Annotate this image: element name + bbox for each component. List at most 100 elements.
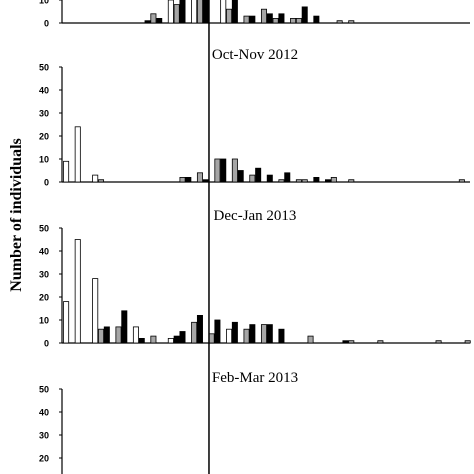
- bar-black: [237, 170, 244, 183]
- bar-gray: [98, 328, 105, 344]
- bar-gray: [272, 17, 279, 24]
- bar-black: [249, 15, 256, 24]
- bar-black: [231, 0, 238, 24]
- bar-black: [220, 158, 227, 183]
- bar-black: [196, 314, 203, 344]
- bar-white: [74, 126, 81, 183]
- bar-gray: [295, 17, 302, 24]
- y-tick-label: 20: [39, 454, 49, 464]
- bar-black: [324, 179, 331, 183]
- bar-black: [342, 340, 349, 344]
- bar-white: [74, 239, 81, 344]
- bar-white: [220, 0, 227, 24]
- bar-black: [231, 321, 238, 344]
- bar-gray: [301, 179, 308, 183]
- y-axis-title: Number of individuals: [8, 138, 25, 292]
- bar-white: [167, 337, 174, 344]
- panel-4: 50 40 30 20 Feb-Mar 2013: [39, 370, 298, 474]
- bar-gray: [226, 8, 233, 24]
- bar-black: [255, 167, 262, 183]
- bar-gray: [196, 0, 203, 24]
- bar-gray: [458, 179, 465, 183]
- bar-black: [313, 15, 320, 24]
- bar-black: [138, 337, 145, 344]
- bar-white: [191, 0, 198, 24]
- bar-gray: [243, 328, 250, 344]
- bar-gray: [464, 340, 471, 344]
- y-tick-label: 20: [39, 293, 49, 303]
- bar-gray: [330, 176, 337, 183]
- panels-layer: 0 10 0 10 20 30 40 50 Oct-Nov 2012 0 10 20 30 40 50 Dec…: [39, 0, 471, 474]
- bar-black: [278, 328, 285, 344]
- y-tick-label: 40: [39, 408, 49, 418]
- bar-gray: [249, 174, 256, 183]
- y-tick-label: 50: [39, 224, 49, 234]
- bar-gray: [150, 335, 157, 344]
- bar-gray: [348, 340, 355, 344]
- bar-white: [92, 278, 99, 344]
- bar-black: [202, 179, 209, 183]
- bar-black: [249, 324, 256, 344]
- bar-black: [266, 13, 273, 24]
- bar-gray: [348, 20, 355, 24]
- bar-gray: [260, 8, 267, 24]
- bar-gray: [278, 179, 285, 183]
- bar-white: [132, 326, 139, 344]
- y-tick-label: 10: [39, 155, 49, 165]
- y-tick-label: 40: [39, 247, 49, 257]
- bar-gray: [377, 340, 384, 344]
- panel-3: 0 10 20 30 40 50 Dec-Jan 2013: [39, 208, 471, 349]
- bar-black: [173, 335, 180, 344]
- bar-gray: [196, 172, 203, 183]
- panel-title: Dec-Jan 2013: [214, 208, 297, 224]
- bar-white: [63, 301, 70, 344]
- bar-black: [214, 319, 221, 344]
- y-tick-label: 50: [39, 385, 49, 395]
- bar-gray: [243, 15, 250, 24]
- panel-1: 0 10: [39, 0, 470, 29]
- bar-white: [167, 0, 174, 24]
- bar-black: [179, 331, 186, 344]
- bar-gray: [150, 13, 157, 24]
- bar-white: [63, 160, 70, 183]
- bar-black: [179, 0, 186, 24]
- bar-gray: [179, 176, 186, 183]
- bar-white: [226, 328, 233, 344]
- y-tick-label: 0: [44, 339, 49, 349]
- y-tick-label: 10: [39, 0, 49, 6]
- bar-gray: [336, 20, 343, 24]
- bar-gray: [348, 179, 355, 183]
- bar-black: [103, 326, 110, 344]
- y-tick-label: 0: [44, 178, 49, 188]
- bar-black: [144, 20, 151, 24]
- y-tick-label: 0: [44, 19, 49, 29]
- y-tick-label: 30: [39, 270, 49, 280]
- bar-gray: [231, 158, 238, 183]
- bar-black: [284, 172, 291, 183]
- bar-gray: [115, 326, 122, 344]
- bar-gray: [208, 333, 215, 344]
- bar-black: [278, 13, 285, 24]
- panel-2: 0 10 20 30 40 50 Oct-Nov 2012: [39, 47, 470, 188]
- bar-gray: [191, 321, 198, 344]
- bar-white: [92, 174, 99, 183]
- y-tick-label: 30: [39, 431, 49, 441]
- y-tick-label: 30: [39, 109, 49, 119]
- bar-gray: [173, 4, 180, 24]
- bar-black: [202, 0, 209, 24]
- bar-black: [266, 174, 273, 183]
- bar-black: [301, 6, 308, 24]
- bar-gray: [307, 335, 314, 344]
- bar-gray: [290, 17, 297, 24]
- bar-black: [185, 176, 192, 183]
- bar-gray: [98, 179, 105, 183]
- y-tick-label: 50: [39, 63, 49, 73]
- bar-gray: [260, 324, 267, 344]
- y-tick-label: 10: [39, 316, 49, 326]
- bar-gray: [214, 158, 221, 183]
- y-tick-label: 20: [39, 132, 49, 142]
- bar-black: [156, 17, 163, 24]
- bar-gray: [295, 179, 302, 183]
